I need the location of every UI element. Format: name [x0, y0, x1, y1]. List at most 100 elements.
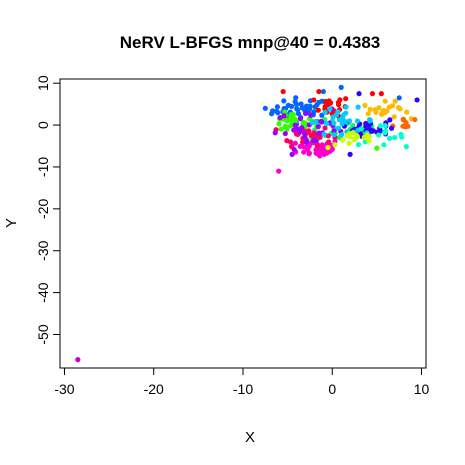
data-point: [343, 110, 349, 116]
y-tick-label: -50: [35, 324, 51, 344]
data-point: [306, 128, 312, 134]
data-point: [339, 121, 345, 127]
data-point: [284, 138, 290, 144]
data-point: [312, 104, 318, 110]
x-tick-label: -10: [233, 381, 253, 397]
data-point: [366, 138, 372, 144]
data-point: [293, 95, 299, 101]
data-point: [324, 121, 330, 127]
data-point: [356, 91, 362, 97]
data-point: [309, 120, 315, 126]
data-point: [317, 134, 323, 140]
data-point: [398, 131, 404, 137]
data-point: [346, 118, 353, 124]
data-point: [282, 130, 288, 137]
data-point: [323, 98, 329, 105]
data-point: [276, 121, 282, 127]
data-point: [391, 114, 397, 120]
data-point: [332, 142, 338, 148]
data-point: [302, 135, 308, 141]
data-point: [289, 151, 295, 157]
data-point: [320, 88, 326, 95]
data-point: [353, 132, 360, 139]
data-point: [75, 357, 81, 363]
data-point: [404, 109, 410, 115]
data-point: [274, 104, 281, 110]
x-tick-label: -20: [144, 381, 164, 397]
data-point: [365, 133, 372, 139]
data-point: [351, 137, 357, 143]
x-tick-label: 0: [328, 381, 336, 397]
data-point: [308, 112, 314, 118]
data-point: [284, 126, 290, 132]
data-point: [343, 104, 349, 110]
data-point: [396, 95, 402, 101]
data-point: [377, 123, 384, 129]
data-point: [298, 101, 304, 107]
data-point: [386, 104, 392, 110]
data-point: [376, 105, 382, 111]
data-point: [338, 84, 344, 90]
data-point: [367, 117, 373, 123]
data-point: [306, 143, 312, 149]
y-tick-label: -20: [35, 199, 51, 219]
data-point: [367, 106, 373, 112]
data-point: [314, 143, 321, 149]
data-point: [335, 125, 342, 131]
data-point: [376, 132, 382, 138]
data-point: [326, 139, 332, 145]
data-point: [321, 131, 327, 137]
data-point: [319, 142, 325, 148]
x-axis-label: X: [245, 429, 255, 446]
data-point: [301, 130, 308, 137]
data-point: [382, 98, 388, 104]
data-point: [386, 135, 393, 141]
data-point: [347, 134, 353, 140]
data-point: [382, 123, 388, 129]
data-point: [281, 98, 287, 104]
y-axis-label: Y: [3, 218, 20, 228]
data-point: [387, 117, 393, 123]
data-point: [358, 126, 364, 132]
data-point: [361, 134, 367, 140]
data-point: [316, 130, 322, 136]
data-point: [300, 119, 306, 125]
data-point: [302, 110, 309, 116]
x-tick-label: -30: [54, 381, 74, 397]
data-point: [280, 88, 286, 95]
data-point: [322, 109, 328, 115]
data-point: [297, 128, 303, 135]
x-axis: -30 -20 -10 0 10: [54, 367, 430, 397]
data-point: [355, 142, 362, 148]
y-tick-label: -40: [35, 282, 51, 302]
data-point: [304, 139, 310, 145]
data-point: [297, 143, 303, 149]
y-axis: -50 -40 -30 -20 -10 0 10: [35, 75, 61, 345]
y-tick-label: 0: [35, 121, 51, 129]
data-point: [292, 116, 298, 122]
data-point: [306, 151, 312, 157]
data-point: [383, 128, 389, 134]
data-point: [331, 132, 337, 138]
data-point: [355, 104, 361, 110]
data-point: [292, 99, 298, 105]
data-point: [316, 88, 322, 95]
data-point: [273, 108, 280, 114]
data-point: [388, 125, 395, 131]
data-point: [374, 145, 380, 151]
data-point: [291, 127, 297, 133]
data-point: [362, 102, 368, 109]
data-point: [325, 133, 331, 139]
data-point: [414, 97, 420, 103]
data-point: [313, 138, 319, 144]
data-point: [272, 130, 278, 136]
data-point: [284, 118, 290, 124]
data-point: [330, 114, 336, 120]
data-point: [340, 137, 346, 143]
data-point: [400, 123, 406, 129]
y-tick-label: 10: [35, 75, 51, 91]
data-point: [295, 111, 302, 117]
data-point: [315, 107, 321, 113]
data-point: [346, 140, 352, 147]
